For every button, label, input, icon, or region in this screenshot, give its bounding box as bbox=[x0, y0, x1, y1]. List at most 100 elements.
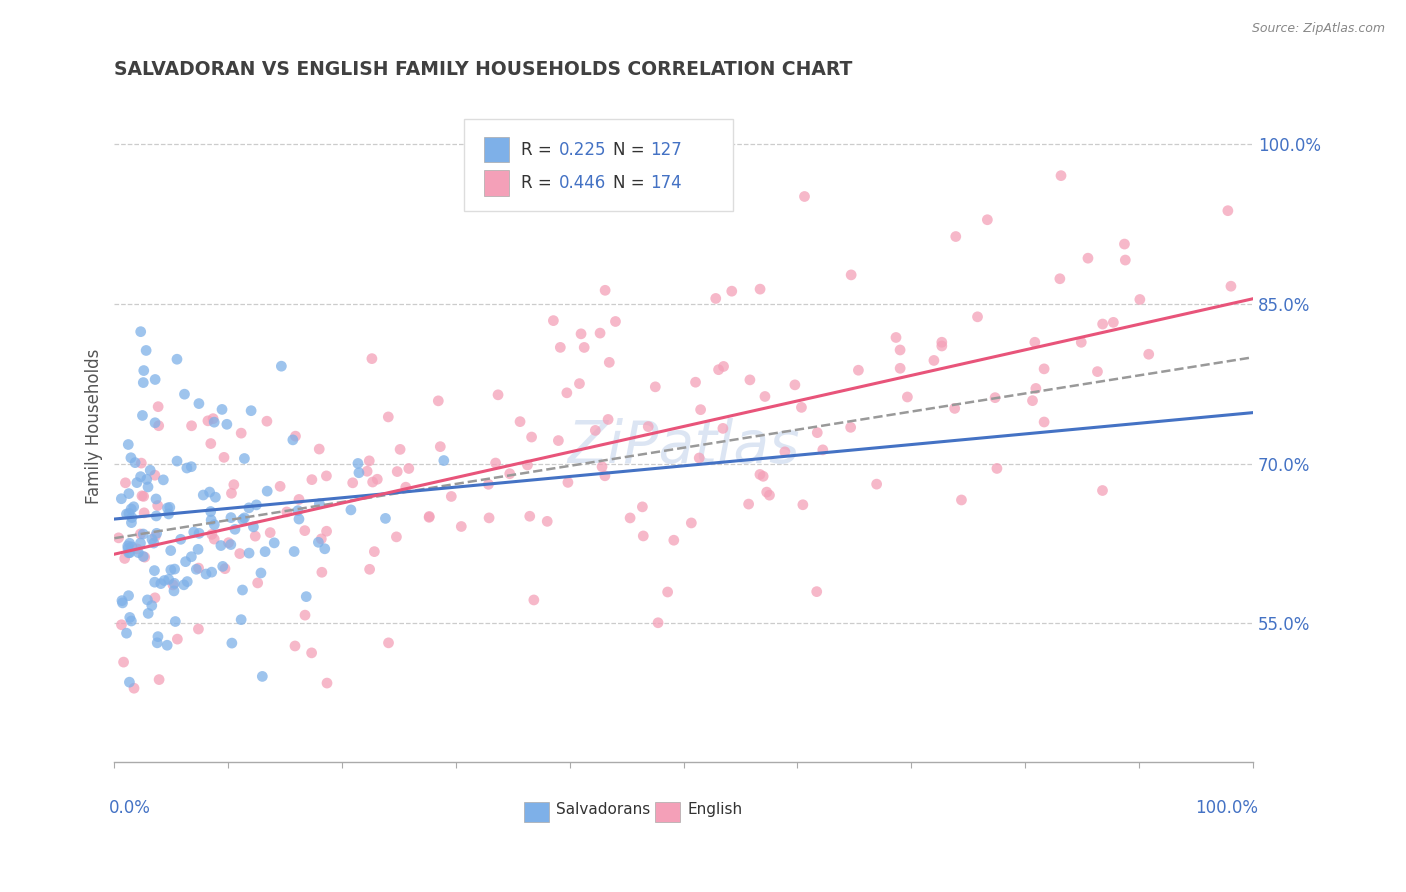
Point bbox=[187, 561, 209, 575]
Point bbox=[633, 529, 655, 543]
Point bbox=[389, 442, 412, 457]
Point bbox=[187, 396, 209, 410]
Point bbox=[536, 514, 558, 528]
Point bbox=[183, 525, 205, 540]
Point bbox=[121, 540, 143, 554]
Point bbox=[146, 400, 169, 414]
Point bbox=[752, 469, 775, 483]
Point bbox=[688, 450, 710, 465]
Point bbox=[1087, 365, 1109, 379]
Text: SALVADORAN VS ENGLISH FAMILY HOUSEHOLDS CORRELATION CHART: SALVADORAN VS ENGLISH FAMILY HOUSEHOLDS … bbox=[114, 60, 853, 78]
Point bbox=[748, 467, 770, 482]
Point bbox=[250, 566, 273, 580]
Point bbox=[118, 486, 141, 500]
Point bbox=[1091, 317, 1114, 331]
Point bbox=[377, 409, 399, 424]
Point bbox=[231, 582, 253, 597]
Point bbox=[340, 503, 363, 517]
Point bbox=[111, 596, 134, 610]
Point bbox=[662, 533, 685, 548]
Point bbox=[359, 562, 381, 576]
Point bbox=[450, 519, 472, 533]
Text: 0.0%: 0.0% bbox=[108, 798, 150, 816]
Point bbox=[283, 544, 305, 558]
Point bbox=[256, 484, 278, 499]
Point bbox=[124, 456, 146, 470]
Point bbox=[288, 512, 311, 526]
Point bbox=[157, 572, 180, 586]
Point bbox=[143, 468, 166, 483]
Point bbox=[160, 563, 183, 577]
Point bbox=[598, 412, 620, 426]
Point bbox=[156, 638, 179, 652]
Point bbox=[157, 507, 180, 521]
Point bbox=[114, 551, 136, 566]
Point bbox=[132, 489, 155, 503]
Point bbox=[418, 510, 440, 524]
Point bbox=[238, 546, 260, 560]
Point bbox=[117, 539, 139, 553]
Point bbox=[637, 419, 659, 434]
Point bbox=[146, 636, 169, 650]
Point bbox=[233, 511, 256, 525]
Point bbox=[156, 500, 179, 515]
Point bbox=[574, 341, 596, 355]
Point bbox=[166, 352, 188, 367]
Point bbox=[127, 546, 149, 560]
Point bbox=[790, 401, 813, 415]
Point bbox=[1021, 393, 1043, 408]
Point bbox=[749, 282, 772, 296]
Point bbox=[499, 467, 522, 481]
Point bbox=[486, 388, 509, 402]
Point bbox=[704, 292, 727, 306]
FancyBboxPatch shape bbox=[655, 802, 681, 822]
Point bbox=[884, 330, 907, 344]
Point bbox=[112, 655, 135, 669]
Point bbox=[120, 614, 142, 628]
Point bbox=[122, 500, 145, 514]
Point bbox=[135, 343, 157, 358]
Point bbox=[737, 497, 759, 511]
Text: 174: 174 bbox=[651, 174, 682, 192]
Point bbox=[593, 468, 616, 483]
Point bbox=[685, 375, 707, 389]
Point bbox=[361, 351, 384, 366]
Point bbox=[550, 340, 572, 354]
Point bbox=[314, 541, 336, 556]
Point bbox=[118, 546, 141, 560]
Point bbox=[209, 539, 232, 553]
Point bbox=[218, 535, 240, 549]
Point bbox=[143, 372, 166, 386]
Point bbox=[755, 485, 778, 500]
Point bbox=[520, 430, 543, 444]
Point bbox=[145, 529, 167, 543]
Point bbox=[129, 469, 152, 483]
Point bbox=[219, 510, 242, 524]
Point bbox=[212, 450, 235, 465]
Point bbox=[568, 376, 591, 391]
Point bbox=[187, 542, 209, 557]
Point bbox=[811, 442, 834, 457]
Point bbox=[583, 424, 606, 438]
Text: 100.0%: 100.0% bbox=[1195, 798, 1258, 816]
Point bbox=[605, 314, 627, 328]
Point bbox=[201, 565, 224, 579]
Point bbox=[180, 459, 202, 474]
Point bbox=[631, 500, 654, 514]
Point bbox=[288, 492, 311, 507]
Point bbox=[221, 636, 243, 650]
Point bbox=[200, 513, 222, 527]
Point bbox=[201, 527, 224, 541]
Point bbox=[713, 359, 735, 374]
Point bbox=[1091, 483, 1114, 498]
Point bbox=[254, 544, 277, 558]
Point bbox=[111, 593, 134, 607]
Point bbox=[294, 524, 316, 538]
Point bbox=[187, 622, 209, 636]
Point bbox=[143, 564, 166, 578]
FancyBboxPatch shape bbox=[485, 170, 509, 196]
Point bbox=[1216, 203, 1239, 218]
Point bbox=[246, 576, 269, 591]
Point bbox=[316, 676, 339, 690]
Point bbox=[547, 434, 569, 448]
